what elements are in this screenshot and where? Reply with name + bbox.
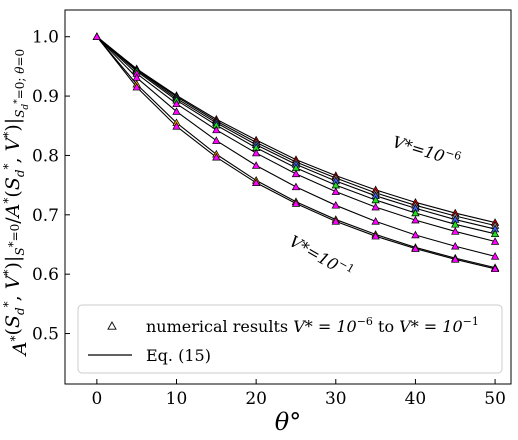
data-point-s5-2 — [172, 107, 181, 115]
data-point-s4-10 — [490, 237, 500, 245]
x-axis-title: θ° — [275, 408, 301, 436]
data-point-s7-4 — [251, 178, 261, 186]
data-point-s7-10 — [490, 264, 500, 273]
data-point-s4-9 — [451, 227, 460, 235]
plot-frame — [64, 9, 512, 385]
data-point-s5-9 — [451, 241, 460, 250]
data-point-s5-10 — [490, 252, 500, 260]
data-point-s4-6 — [331, 187, 340, 195]
data-point-s7-0 — [92, 32, 102, 40]
y-tick-label: 0.5 — [32, 325, 59, 345]
legend-box — [77, 304, 503, 374]
y-axis: 0.5 0.6 0.7 0.8 0.9 1.0 — [32, 28, 70, 345]
plot-area — [92, 32, 500, 273]
legend-label-eq: Eq. (15) — [146, 346, 211, 365]
data-point-s7-6 — [331, 217, 340, 225]
data-point-s5-4 — [251, 161, 261, 169]
data-point-s5-5 — [291, 182, 301, 191]
legend-marker-triangle — [107, 321, 117, 330]
data-point-s7-1 — [132, 82, 141, 91]
y-tick-label: 0.9 — [32, 87, 59, 107]
x-axis: 0 10 20 30 40 50 — [91, 379, 506, 409]
y-axis-title: A*(Sd*, V*)|S*=0/A*(Sd*, V*)|Sd*=0; θ=0 — [1, 49, 31, 357]
data-point-s7-5 — [291, 199, 301, 207]
data-point-s5-7 — [371, 217, 380, 225]
data-point-s7-8 — [411, 244, 420, 252]
data-point-s4-3 — [212, 125, 221, 134]
data-point-s4-4 — [251, 148, 261, 157]
x-tick-label: 30 — [325, 389, 347, 409]
y-axis-label: A*(Sd*, V*)|S*=0/A*(Sd*, V*)|Sd*=0; θ=0 — [1, 49, 31, 357]
x-tick-label: 40 — [405, 389, 427, 409]
data-point-s7-2 — [172, 122, 181, 130]
data-point-s5-3 — [212, 136, 221, 144]
data-point-s7-7 — [371, 231, 380, 240]
legend-label-numerical: numerical results V* = 10−6 to V* = 10−1 — [146, 315, 479, 336]
data-point-s7-3 — [212, 152, 221, 161]
data-point-s4-7 — [371, 202, 380, 211]
x-tick-label: 0 — [91, 389, 102, 409]
data-point-s4-2 — [172, 99, 181, 108]
data-point-s5-8 — [411, 230, 420, 239]
data-point-s3-10 — [490, 229, 500, 238]
x-tick-label: 50 — [484, 389, 506, 409]
x-axis-label: θ° — [275, 408, 301, 436]
legend: numerical results V* = 10−6 to V* = 10−1… — [77, 304, 503, 374]
x-tick-label: 20 — [245, 389, 267, 409]
y-tick-label: 0.8 — [32, 146, 59, 166]
data-point-s4-8 — [411, 215, 420, 224]
y-tick-label: 0.7 — [32, 206, 59, 226]
y-tick-label: 0.6 — [32, 265, 59, 285]
y-tick-label: 1.0 — [32, 28, 59, 48]
data-point-s5-6 — [331, 200, 340, 209]
data-point-s7-9 — [451, 255, 460, 263]
data-point-s4-5 — [291, 169, 301, 178]
x-tick-label: 10 — [166, 389, 188, 409]
